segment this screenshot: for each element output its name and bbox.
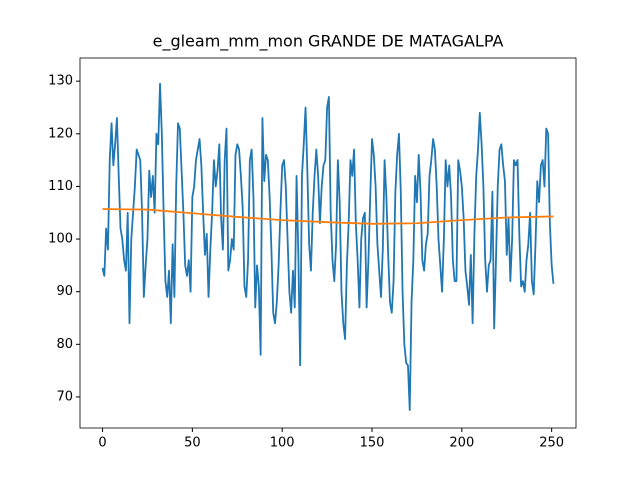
y-tick-label: 110: [48, 179, 73, 194]
x-tick-label: 200: [449, 436, 474, 451]
x-tick-label: 250: [539, 436, 564, 451]
chart-title: e_gleam_mm_mon GRANDE DE MATAGALPA: [153, 32, 504, 52]
y-tick-label: 120: [48, 126, 73, 141]
line-series: [101, 82, 555, 412]
x-tick-label: 50: [184, 436, 201, 451]
y-tick-label: 100: [48, 232, 73, 247]
y-tick-label: 90: [56, 284, 73, 299]
y-tick-label: 130: [48, 74, 73, 89]
line-series: [102, 208, 554, 225]
x-tick-label: 150: [360, 436, 385, 451]
y-tick-label: 80: [56, 337, 73, 352]
x-tick-label: 0: [98, 436, 106, 451]
x-tick-label: 100: [270, 436, 295, 451]
plot-frame: [79, 57, 577, 429]
y-tick-label: 70: [56, 389, 73, 404]
